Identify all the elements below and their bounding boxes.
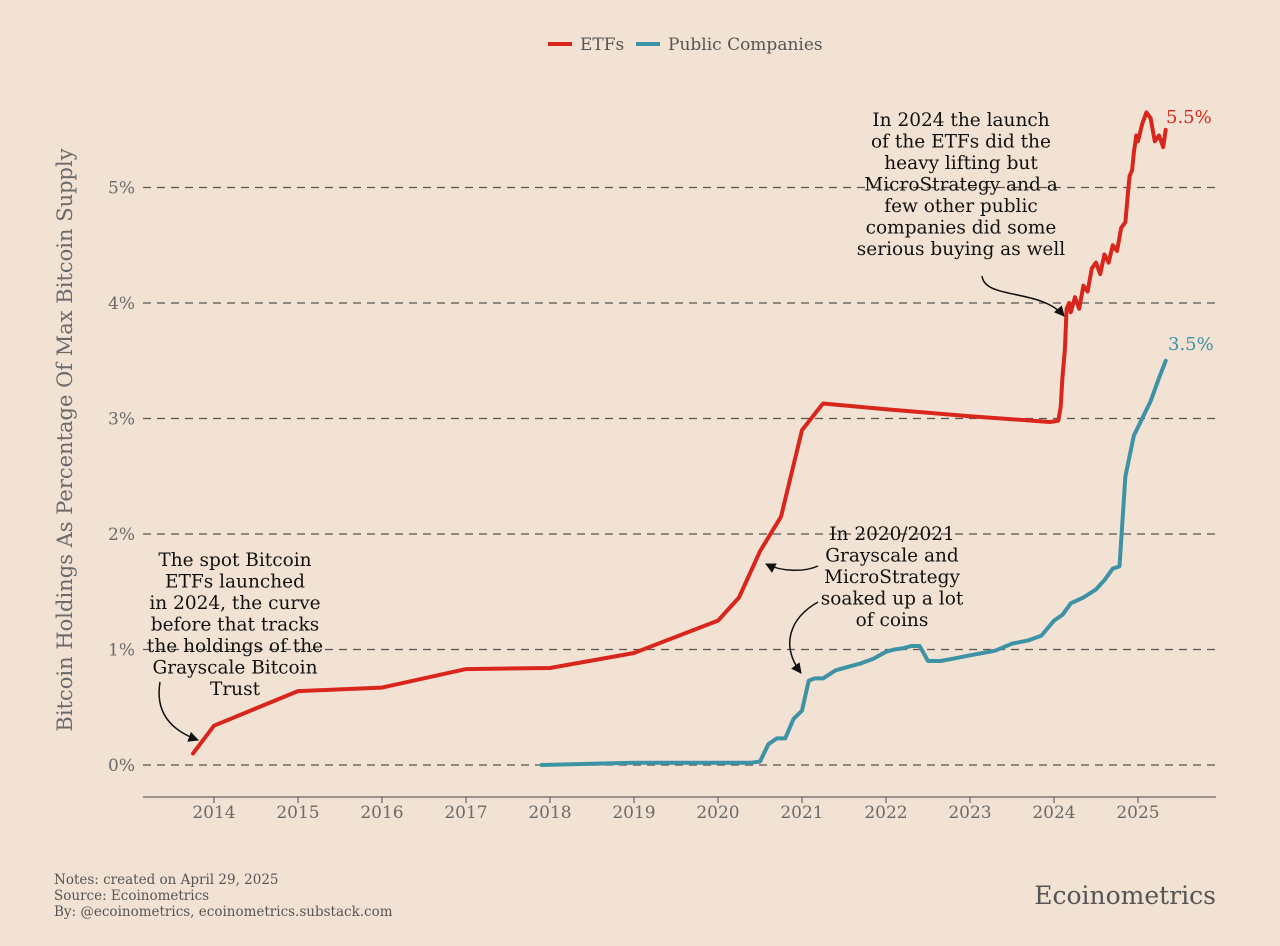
annotation-line: The spot Bitcoin [158,550,311,571]
series-line-public-companies [539,358,1168,767]
annotation-line: serious buying as well [857,239,1065,260]
brand-logo-text: Ecoinometrics [1034,881,1216,910]
footer-source: Source: Ecoinometrics [54,888,209,904]
x-tick-label: 2016 [360,803,403,823]
annotation-line: In 2024 the launch [872,110,1049,131]
x-tick-label: 2020 [696,803,739,823]
x-tick-label: 2024 [1032,803,1075,823]
annotation-line: Grayscale Bitcoin [152,658,317,679]
grid [143,186,1216,766]
x-tick-label: 2015 [276,803,319,823]
series-line-etfs [191,110,1168,756]
x-tick-label: 2017 [444,803,487,823]
annotation-line: of the ETFs did the [871,132,1051,153]
y-tick-label: 5% [108,179,135,199]
annotation-line: companies did some [866,218,1057,239]
annotation-line: before that tracks [151,615,320,636]
annotation-grayscale-trust: The spot Bitcoin ETFs launched in 2024, th… [147,550,323,700]
annotation-line: of coins [856,610,929,631]
x-tick-label: 2021 [780,803,823,823]
annotation-arrow-2020-2021 [789,601,819,674]
annotation-arrow-grayscale [158,681,199,742]
footer-notes: Notes: created on April 29, 2025 Source:… [54,872,393,920]
annotation-line: Grayscale and [825,546,959,567]
annotation-line: soaked up a lot [821,589,964,610]
x-tick-label: 2014 [192,803,235,823]
annotation-line: Trust [210,679,261,700]
y-tick-label: 0% [108,756,135,776]
annotation-line: the holdings of the [147,636,323,657]
annotation-line: MicroStrategy and a [864,175,1057,196]
x-tick-label: 2025 [1116,803,1159,823]
footer-notes-created: Notes: created on April 29, 2025 [54,872,279,888]
annotation-line: heavy lifting but [884,153,1038,174]
annotation-2020-2021-buying: In 2020/2021 Grayscale and MicroStrategy so… [821,524,964,631]
end-label-etfs: 5.5% [1166,107,1212,128]
annotation-2024-etf-launch: In 2024 the launch of the ETFs did the hea… [857,110,1065,260]
x-tick-label: 2023 [948,803,991,823]
annotation-line: MicroStrategy [824,567,960,588]
x-axis-ticks: 2014 2015 2016 2017 2018 2019 2020 2021 2022 2023… [192,797,1160,823]
annotation-line: ETFs launched [165,572,305,593]
annotation-arrow-2020-etf [765,563,819,573]
x-tick-label: 2022 [864,803,907,823]
annotation-line: In 2020/2021 [829,524,955,545]
y-tick-label: 4% [108,294,135,314]
x-tick-label: 2019 [612,803,655,823]
y-tick-label: 2% [108,525,135,545]
legend-label-public-companies: Public Companies [668,35,823,55]
end-label-public-companies: 3.5% [1168,334,1214,355]
legend: ETFs Public Companies [548,35,823,55]
annotation-arrow-2024 [981,275,1065,317]
y-axis-label: Bitcoin Holdings As Percentage Of Max Bi… [53,148,77,731]
annotation-line: few other public [884,196,1037,217]
footer-by: By: @ecoinometrics, ecoinometrics.substa… [54,904,393,920]
legend-label-etfs: ETFs [580,35,624,55]
annotation-line: in 2024, the curve [149,593,320,614]
y-tick-label: 3% [108,410,135,430]
y-tick-label: 1% [108,641,135,661]
y-axis-ticks: 0% 1% 2% 3% 4% 5% [108,179,135,777]
x-tick-label: 2018 [528,803,571,823]
